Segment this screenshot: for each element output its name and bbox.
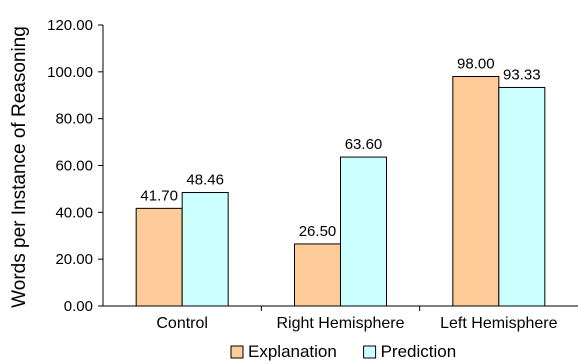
y-tick-label: 40.00 xyxy=(55,204,93,221)
y-tick-label: 60.00 xyxy=(55,158,93,175)
bar-prediction-1 xyxy=(340,156,387,307)
bar-explanation-1 xyxy=(294,243,341,307)
legend-swatch-explanation xyxy=(230,345,244,359)
bar-explanation-0 xyxy=(135,207,183,307)
y-tick-label: 100.00 xyxy=(47,64,93,81)
y-tick-label: 120.00 xyxy=(47,17,93,34)
bar-prediction-2 xyxy=(498,86,546,307)
category-label: Control xyxy=(156,315,208,332)
y-tick-label: 80.00 xyxy=(55,111,93,128)
data-label: 63.60 xyxy=(345,136,383,153)
legend-label-prediction: Prediction xyxy=(381,342,457,361)
y-axis-title: Words per Instance of Reasoning xyxy=(9,26,30,308)
data-label: 93.33 xyxy=(503,66,541,83)
legend-swatch-prediction xyxy=(363,345,377,359)
legend: Explanation Prediction xyxy=(230,342,457,361)
category-label: Left Hemisphere xyxy=(440,315,557,332)
data-label: 48.46 xyxy=(186,172,224,189)
data-label: 41.70 xyxy=(140,187,178,204)
bar-explanation-2 xyxy=(452,76,500,307)
y-tick-label: 20.00 xyxy=(55,251,93,268)
bar-prediction-0 xyxy=(181,192,229,307)
data-label: 26.50 xyxy=(299,223,337,240)
category-label: Right Hemisphere xyxy=(276,315,404,332)
y-tick-label: 0.00 xyxy=(64,298,93,315)
legend-label-explanation: Explanation xyxy=(248,342,337,361)
data-label: 98.00 xyxy=(457,56,495,73)
